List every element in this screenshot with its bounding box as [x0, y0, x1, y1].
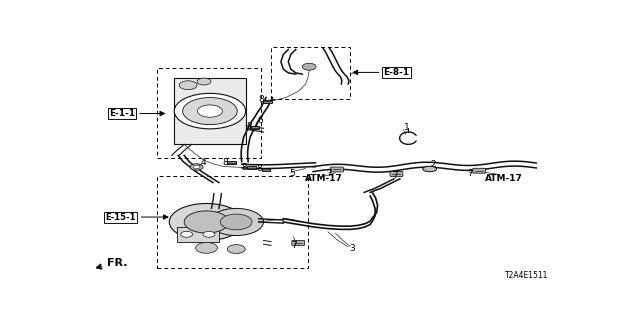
Text: 8: 8: [242, 163, 248, 172]
Text: 7: 7: [291, 241, 297, 250]
Bar: [246, 166, 255, 169]
FancyBboxPatch shape: [174, 78, 246, 144]
Text: 8: 8: [257, 164, 262, 173]
Text: ATM-17: ATM-17: [305, 174, 343, 183]
Bar: [250, 126, 259, 129]
Text: 7: 7: [467, 169, 473, 178]
Bar: [262, 168, 271, 171]
Circle shape: [190, 164, 203, 170]
Circle shape: [196, 243, 218, 253]
Text: 1: 1: [403, 123, 409, 132]
Circle shape: [302, 63, 316, 70]
Text: 7: 7: [326, 169, 332, 178]
Circle shape: [197, 78, 211, 85]
Text: E-1-1: E-1-1: [109, 109, 135, 118]
Bar: [263, 100, 272, 103]
Text: E-8-1: E-8-1: [383, 68, 410, 77]
FancyBboxPatch shape: [177, 227, 219, 242]
Circle shape: [180, 231, 193, 237]
Circle shape: [184, 211, 229, 233]
Circle shape: [203, 231, 215, 237]
Circle shape: [227, 244, 245, 253]
Text: 8: 8: [247, 122, 253, 131]
Text: 8: 8: [222, 158, 228, 167]
Text: E-15-1: E-15-1: [106, 212, 136, 221]
FancyBboxPatch shape: [390, 172, 403, 176]
Circle shape: [174, 93, 246, 129]
Bar: [227, 161, 236, 164]
Text: T2A4E1511: T2A4E1511: [506, 271, 548, 280]
Text: 5: 5: [289, 169, 295, 178]
Bar: [157, 68, 261, 158]
Bar: [157, 176, 308, 268]
FancyBboxPatch shape: [292, 240, 305, 245]
Circle shape: [182, 98, 237, 124]
Text: 3: 3: [349, 244, 355, 253]
Text: 4: 4: [200, 158, 206, 167]
Text: ATM-17: ATM-17: [485, 174, 523, 183]
FancyBboxPatch shape: [473, 168, 486, 173]
Text: 7: 7: [392, 172, 398, 180]
Circle shape: [193, 165, 200, 169]
Text: 6: 6: [257, 116, 263, 125]
Circle shape: [170, 204, 244, 240]
Text: 2: 2: [430, 160, 436, 169]
Text: FR.: FR.: [97, 258, 127, 269]
Circle shape: [179, 81, 197, 90]
Circle shape: [198, 105, 222, 117]
Ellipse shape: [423, 166, 436, 172]
FancyBboxPatch shape: [330, 167, 344, 172]
Circle shape: [220, 214, 252, 230]
Bar: [271, 47, 350, 99]
Text: 8: 8: [258, 95, 264, 104]
Circle shape: [209, 208, 264, 236]
